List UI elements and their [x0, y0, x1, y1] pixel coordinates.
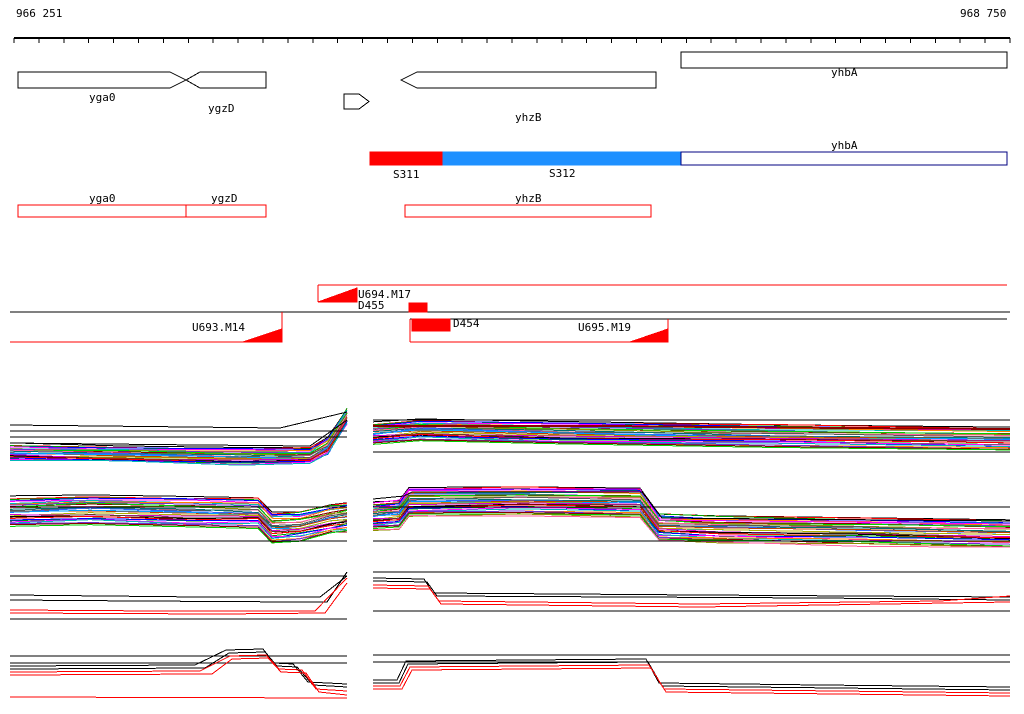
gene-arrow-yhzB[interactable]	[399, 71, 657, 89]
profile-line	[372, 440, 1011, 451]
profile-line	[9, 510, 348, 529]
profile-line	[372, 488, 1011, 525]
expression-panel-row2-right	[372, 486, 1011, 548]
profile-line	[9, 419, 348, 460]
profile-line	[373, 664, 1011, 694]
profile-line	[372, 494, 1011, 528]
gene-arrow-yhbA[interactable]	[680, 51, 1008, 69]
profile-line	[9, 501, 348, 520]
gene-arrow-small-orf[interactable]	[343, 93, 370, 110]
gene-track	[17, 51, 1008, 110]
profile-line	[373, 425, 1011, 430]
shift-label-U695-M19: U695.M19	[578, 321, 631, 334]
profile-line	[9, 409, 348, 450]
annotation-box-ygzD-cds[interactable]	[185, 204, 267, 218]
profile-line	[9, 411, 348, 429]
shift-ramp-U695-ramp[interactable]	[629, 328, 669, 343]
profile-line	[9, 522, 348, 543]
shift-box-D454-box[interactable]	[411, 318, 451, 332]
profile-line	[372, 496, 1011, 530]
profile-line	[372, 584, 1011, 605]
annotation-box-yhzB-cds[interactable]	[404, 204, 652, 218]
annotation-label-yga0: yga0	[89, 192, 116, 205]
gene-arrow-ygzD[interactable]	[184, 71, 267, 89]
gene-label-yga0: yga0	[89, 91, 116, 104]
profile-line	[9, 412, 348, 455]
profile-line	[372, 491, 1011, 522]
segment-label-yhbA: yhbA	[831, 139, 858, 152]
shift-ramp-U694-ramp[interactable]	[317, 287, 358, 303]
gene-label-yhzB: yhzB	[515, 111, 542, 124]
ruler-track	[13, 37, 1011, 43]
segment-yhbA-segment[interactable]	[680, 151, 1008, 166]
profile-line	[9, 575, 348, 598]
gene-arrow-yga0[interactable]	[17, 71, 188, 89]
segment-S312[interactable]	[442, 151, 682, 166]
shift-ramp-U693-ramp[interactable]	[242, 328, 283, 343]
profile-line	[9, 515, 348, 535]
expression-panel-row4-left	[9, 648, 348, 699]
expression-panel-row2-left	[9, 494, 348, 544]
shift-box-D455-box[interactable]	[408, 302, 428, 313]
profile-line	[373, 667, 1011, 697]
profile-line	[9, 497, 348, 516]
profile-line	[9, 582, 348, 615]
shift-track	[10, 284, 1010, 343]
profile-line	[9, 419, 348, 447]
shift-label-U694-M17: U694.M17	[358, 288, 411, 301]
profile-line	[372, 587, 1011, 608]
gene-label-ygzD: ygzD	[208, 102, 235, 115]
segment-label-S311: S311	[393, 168, 420, 181]
profile-line	[9, 524, 348, 544]
annotation-label-yhzB: yhzB	[515, 192, 542, 205]
segment-label-S312: S312	[549, 167, 576, 180]
profile-line	[373, 661, 1011, 691]
expression-panel-row3-left	[9, 571, 348, 620]
expression-panel-row1-right	[372, 418, 1011, 453]
annotation-box-yga0-cds[interactable]	[17, 204, 187, 218]
shift-label-D455: D455	[358, 299, 385, 312]
profile-line	[9, 408, 348, 449]
expression-panel-row1-left	[9, 408, 348, 466]
profile-line	[372, 577, 1011, 598]
annotation-label-ygzD: ygzD	[211, 192, 238, 205]
profile-line	[9, 654, 348, 692]
gene-label-yhbA: yhbA	[831, 66, 858, 79]
segment-S311[interactable]	[369, 151, 444, 166]
profile-line	[9, 514, 348, 532]
profile-line	[372, 580, 1011, 601]
profile-line	[9, 657, 348, 696]
profile-line	[373, 658, 1011, 688]
profile-line	[372, 439, 1011, 450]
profile-line	[372, 512, 1011, 548]
shift-label-U693-M14: U693.M14	[192, 321, 245, 334]
profile-line	[372, 515, 1011, 548]
profile-line	[372, 508, 1011, 542]
ruler-start-label: 966 251	[16, 7, 63, 20]
profile-line	[372, 427, 1011, 439]
ruler-end-label: 968 750	[960, 7, 1007, 20]
profile-line	[9, 696, 348, 699]
segment-track	[369, 151, 1008, 166]
annotation-track	[17, 204, 652, 218]
profile-line	[372, 438, 1011, 450]
expression-panel-row3-right	[372, 571, 1011, 612]
profile-line	[9, 410, 348, 454]
profile-line	[372, 503, 1011, 539]
profile-line	[9, 422, 348, 466]
shift-label-D454: D454	[453, 317, 480, 330]
profile-line	[9, 577, 348, 612]
expression-panel-row4-right	[373, 654, 1011, 697]
